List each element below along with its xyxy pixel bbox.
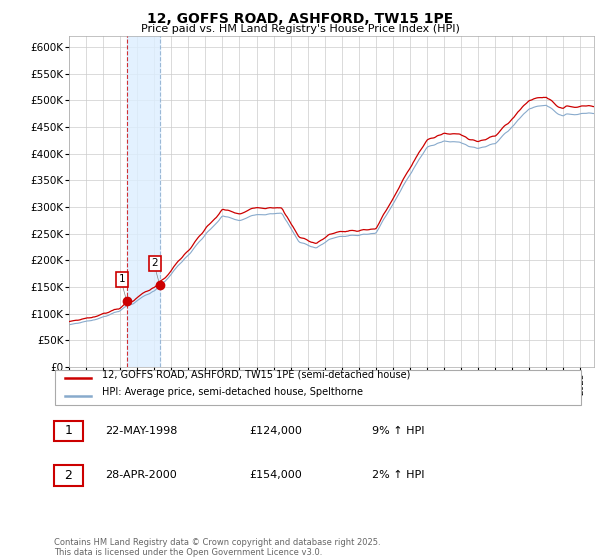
Text: 2: 2 xyxy=(152,258,158,268)
Text: £124,000: £124,000 xyxy=(249,426,302,436)
Text: 22-MAY-1998: 22-MAY-1998 xyxy=(105,426,178,436)
Text: 12, GOFFS ROAD, ASHFORD, TW15 1PE: 12, GOFFS ROAD, ASHFORD, TW15 1PE xyxy=(147,12,453,26)
Text: 1: 1 xyxy=(119,274,125,284)
Text: 2: 2 xyxy=(64,469,73,482)
FancyBboxPatch shape xyxy=(55,370,581,405)
Text: Price paid vs. HM Land Registry's House Price Index (HPI): Price paid vs. HM Land Registry's House … xyxy=(140,24,460,34)
Bar xyxy=(127,36,160,367)
Text: 9% ↑ HPI: 9% ↑ HPI xyxy=(372,426,425,436)
Text: Contains HM Land Registry data © Crown copyright and database right 2025.
This d: Contains HM Land Registry data © Crown c… xyxy=(54,538,380,557)
Text: HPI: Average price, semi-detached house, Spelthorne: HPI: Average price, semi-detached house,… xyxy=(101,388,362,397)
Text: 2% ↑ HPI: 2% ↑ HPI xyxy=(372,470,425,480)
Text: 12, GOFFS ROAD, ASHFORD, TW15 1PE (semi-detached house): 12, GOFFS ROAD, ASHFORD, TW15 1PE (semi-… xyxy=(101,370,410,380)
Text: £154,000: £154,000 xyxy=(249,470,302,480)
Text: 28-APR-2000: 28-APR-2000 xyxy=(105,470,177,480)
Text: 1: 1 xyxy=(64,424,73,437)
